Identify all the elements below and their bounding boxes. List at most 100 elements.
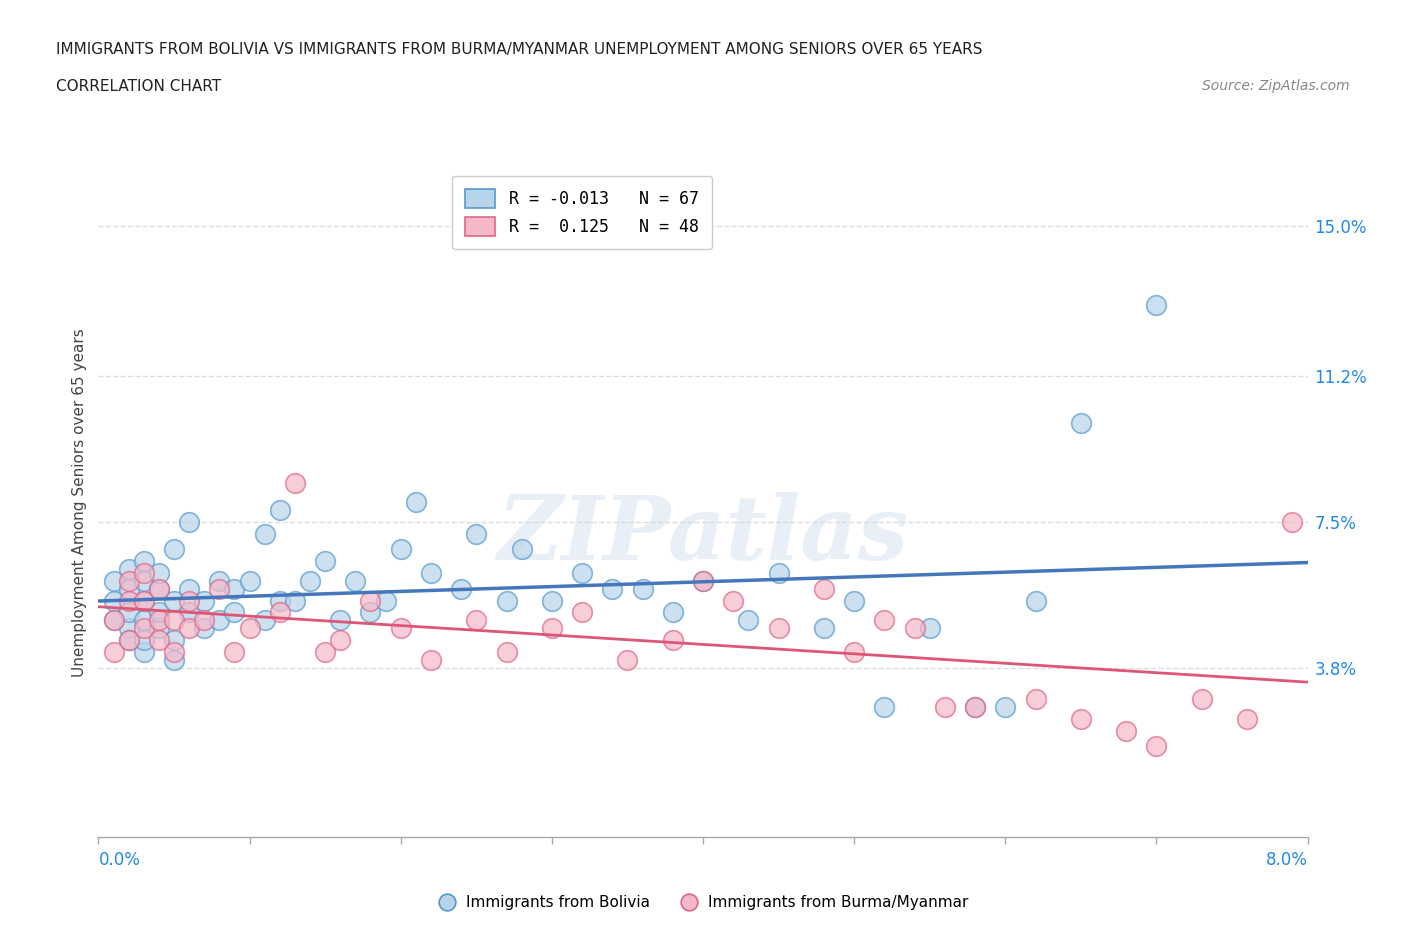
Text: Source: ZipAtlas.com: Source: ZipAtlas.com [1202,79,1350,93]
Text: 8.0%: 8.0% [1265,851,1308,870]
Point [132,621,155,636]
Point [163,593,186,608]
Point [723,593,745,608]
Point [405,495,427,510]
Point [148,621,170,636]
Point [132,565,155,580]
Point [208,581,231,596]
Point [692,574,714,589]
Point [329,613,352,628]
Point [450,581,472,596]
Point [873,613,896,628]
Point [420,565,443,580]
Text: IMMIGRANTS FROM BOLIVIA VS IMMIGRANTS FROM BURMA/MYANMAR UNEMPLOYMENT AMONG SENI: IMMIGRANTS FROM BOLIVIA VS IMMIGRANTS FR… [56,42,983,57]
Point [873,699,896,714]
Point [118,632,141,647]
Text: ZIPatlas: ZIPatlas [498,492,908,579]
Point [118,581,141,596]
Point [389,621,412,636]
Point [571,565,593,580]
Point [465,613,488,628]
Point [148,565,170,580]
Point [103,644,125,659]
Point [844,644,866,659]
Point [374,593,396,608]
Point [904,621,927,636]
Point [662,605,685,620]
Point [148,581,170,596]
Point [179,514,201,529]
Point [360,593,382,608]
Point [616,652,638,667]
Point [269,502,291,517]
Point [132,613,155,628]
Point [541,621,564,636]
Point [1236,711,1258,726]
Point [193,613,215,628]
Point [118,621,141,636]
Point [193,621,215,636]
Point [224,605,246,620]
Point [208,613,231,628]
Point [495,593,517,608]
Point [253,613,276,628]
Point [239,621,262,636]
Point [103,613,125,628]
Point [103,574,125,589]
Point [163,644,186,659]
Point [148,613,170,628]
Point [737,613,759,628]
Point [934,699,956,714]
Point [495,644,517,659]
Point [631,581,654,596]
Point [1070,711,1092,726]
Point [1070,416,1092,431]
Point [132,632,155,647]
Point [965,699,987,714]
Point [1191,692,1213,707]
Point [118,632,141,647]
Point [118,574,141,589]
Point [602,581,624,596]
Point [239,574,262,589]
Point [1025,593,1047,608]
Point [813,621,835,636]
Point [103,593,125,608]
Point [1146,298,1168,312]
Point [163,632,186,647]
Point [662,632,685,647]
Point [118,605,141,620]
Point [132,593,155,608]
Point [692,574,714,589]
Point [284,475,307,490]
Point [148,605,170,620]
Point [389,542,412,557]
Point [314,644,336,659]
Point [994,699,1017,714]
Point [1025,692,1047,707]
Point [541,593,564,608]
Point [208,574,231,589]
Point [132,554,155,569]
Point [179,621,201,636]
Point [132,644,155,659]
Y-axis label: Unemployment Among Seniors over 65 years: Unemployment Among Seniors over 65 years [72,328,87,677]
Point [193,593,215,608]
Point [224,644,246,659]
Text: CORRELATION CHART: CORRELATION CHART [56,79,221,94]
Point [299,574,322,589]
Point [163,542,186,557]
Point [253,526,276,541]
Point [132,593,155,608]
Text: 0.0%: 0.0% [98,851,141,870]
Point [768,565,790,580]
Point [269,605,291,620]
Point [844,593,866,608]
Point [163,613,186,628]
Point [103,613,125,628]
Point [148,581,170,596]
Point [284,593,307,608]
Point [768,621,790,636]
Point [1281,514,1303,529]
Point [118,562,141,577]
